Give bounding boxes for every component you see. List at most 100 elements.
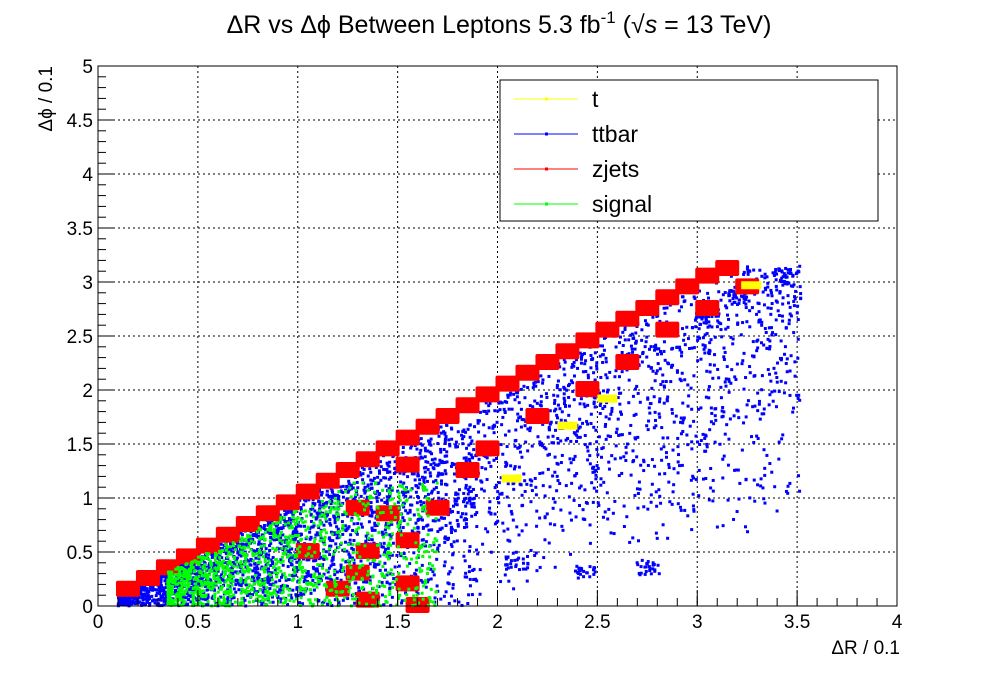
signal-point	[381, 488, 385, 492]
ttbar-point	[470, 593, 474, 597]
signal-point	[357, 601, 361, 605]
signal-point	[416, 553, 420, 557]
ttbar-point	[691, 474, 695, 478]
ttbar-point	[451, 510, 455, 514]
signal-point	[292, 599, 296, 603]
signal-point	[338, 534, 342, 538]
signal-point	[203, 567, 207, 571]
ttbar-point	[465, 575, 469, 579]
ttbar-point	[685, 325, 689, 329]
ttbar-point	[546, 467, 550, 471]
ttbar-point	[746, 265, 750, 269]
ttbar-point	[681, 421, 685, 425]
signal-point	[247, 545, 251, 549]
ttbar-point	[659, 447, 663, 451]
signal-point	[178, 603, 182, 607]
ttbar-point	[189, 600, 193, 604]
signal-point	[426, 567, 430, 571]
signal-point	[264, 598, 268, 602]
ttbar-point	[745, 403, 749, 407]
signal-point	[416, 508, 420, 512]
signal-point	[397, 572, 401, 576]
signal-point	[310, 554, 314, 558]
ttbar-point	[629, 473, 633, 477]
ttbar-point	[576, 435, 580, 439]
signal-point	[357, 517, 361, 521]
ttbar-point	[488, 401, 492, 405]
ttbar-point	[316, 513, 320, 517]
ttbar-point	[683, 343, 687, 347]
signal-point	[324, 585, 328, 589]
ttbar-point	[746, 399, 750, 403]
ttbar-point	[550, 441, 554, 445]
ttbar-point	[584, 369, 588, 373]
signal-point	[355, 596, 359, 600]
ttbar-point	[526, 566, 530, 570]
ttbar-point	[670, 347, 674, 351]
ttbar-point	[525, 579, 529, 583]
signal-point	[281, 601, 285, 605]
signal-point	[232, 593, 236, 597]
signal-point	[388, 589, 392, 593]
ttbar-point	[143, 587, 147, 591]
ttbar-point	[719, 298, 723, 302]
ttbar-point	[653, 348, 657, 352]
ttbar-point	[184, 602, 188, 606]
ttbar-point	[465, 501, 469, 505]
legend-marker-t	[545, 97, 548, 101]
ttbar-point	[657, 412, 661, 416]
ttbar-point	[434, 486, 438, 490]
ttbar-point	[311, 498, 315, 502]
ttbar-point	[350, 546, 354, 550]
ttbar-point	[655, 369, 659, 373]
signal-point	[335, 530, 339, 534]
ttbar-point	[560, 453, 564, 457]
ttbar-point	[598, 404, 602, 408]
ttbar-point	[708, 363, 712, 367]
ttbar-point	[418, 451, 422, 455]
signal-point	[389, 505, 393, 509]
signal-point	[420, 508, 424, 512]
ttbar-point	[309, 536, 313, 540]
signal-point	[347, 542, 351, 546]
ttbar-point	[779, 339, 783, 343]
ttbar-point	[578, 435, 582, 439]
ttbar-point	[660, 426, 664, 430]
signal-point	[167, 587, 171, 591]
signal-point	[336, 517, 340, 521]
ttbar-point	[369, 505, 373, 509]
ttbar-point	[791, 410, 795, 414]
ttbar-point	[701, 336, 705, 340]
ttbar-point	[293, 538, 297, 542]
ttbar-point	[162, 599, 166, 603]
signal-point	[242, 570, 246, 574]
ttbar-point	[522, 384, 526, 388]
ttbar-point	[160, 585, 164, 589]
ttbar-point	[182, 564, 186, 568]
ttbar-point	[315, 531, 319, 535]
ttbar-point	[548, 422, 552, 426]
ttbar-point	[665, 399, 669, 403]
ttbar-point	[440, 472, 444, 476]
ttbar-point	[439, 482, 443, 486]
ttbar-point	[164, 590, 168, 594]
ttbar-point	[339, 566, 343, 570]
ttbar-point	[451, 583, 455, 587]
ttbar-point	[632, 336, 636, 340]
ttbar-point	[621, 344, 625, 348]
ttbar-point	[771, 399, 775, 403]
ttbar-point	[306, 570, 310, 574]
signal-point	[281, 552, 285, 556]
ttbar-point	[312, 523, 316, 527]
ttbar-point	[478, 592, 482, 596]
ttbar-point	[669, 380, 673, 384]
signal-point	[354, 488, 358, 492]
ttbar-point	[765, 453, 769, 457]
ttbar-point	[448, 442, 452, 446]
ttbar-point	[353, 601, 357, 605]
signal-point	[232, 557, 236, 561]
signal-point	[380, 584, 384, 588]
zjets-point	[375, 440, 400, 457]
ttbar-point	[556, 462, 560, 466]
signal-point	[283, 584, 287, 588]
